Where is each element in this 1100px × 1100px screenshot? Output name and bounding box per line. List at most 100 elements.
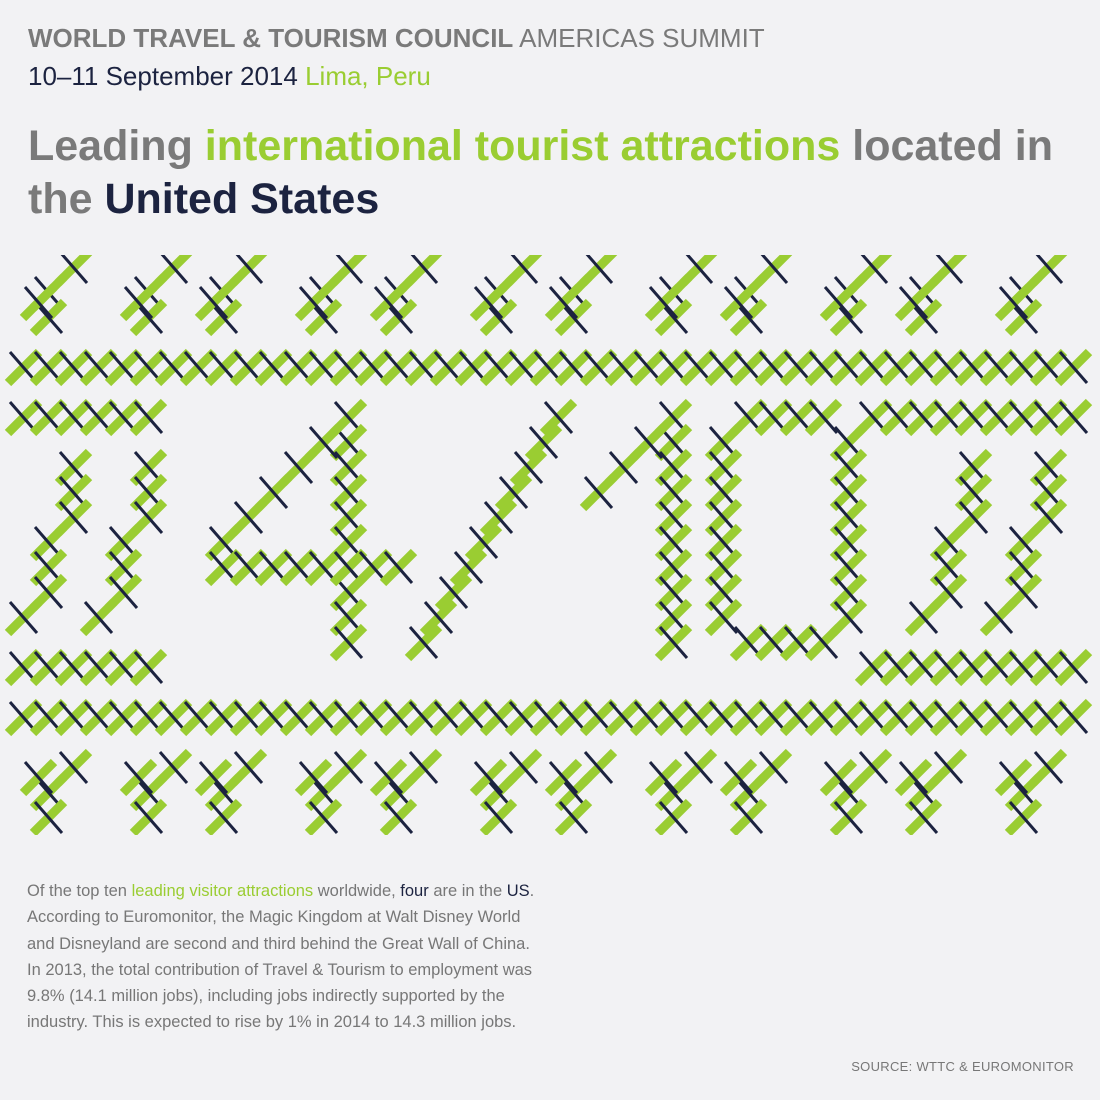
stitch-navy: [408, 751, 439, 784]
body-highlight-us: US: [506, 882, 530, 900]
stitch-navy: [528, 426, 559, 459]
event-date-header: 10–11 September 2014 Lima, Peru: [28, 60, 431, 92]
stitch-navy: [298, 286, 329, 319]
stitch-navy: [858, 751, 889, 784]
event-location: Lima, Peru: [305, 61, 431, 91]
stitch-navy: [733, 801, 764, 834]
stitch-navy: [723, 286, 754, 319]
stitch-navy: [1008, 576, 1039, 609]
stitch-navy: [1033, 751, 1064, 784]
stitch-navy: [60, 255, 89, 284]
stitch-navy: [383, 801, 414, 834]
org-name: WORLD TRAVEL & TOURISM COUNCIL: [28, 23, 514, 53]
stitch-navy: [583, 751, 614, 784]
stitch-navy: [935, 255, 964, 284]
stitch-navy: [408, 626, 439, 659]
stitch-navy: [833, 601, 864, 634]
stitch-navy: [258, 476, 289, 509]
body-t5: are in the: [428, 882, 507, 900]
stitch-navy: [708, 601, 739, 634]
stitch-navy: [483, 801, 514, 834]
stitch-navy: [1035, 255, 1064, 284]
stitch-navy: [648, 761, 679, 794]
stitch-navy: [335, 255, 364, 284]
body-t1: Of the top ten: [27, 882, 132, 900]
stitch-navy: [543, 401, 574, 434]
stitch-navy: [808, 401, 839, 434]
stitch-navy: [233, 501, 264, 534]
stitch-navy: [1058, 651, 1089, 684]
stitch-navy: [585, 255, 614, 284]
stitch-navy: [123, 761, 154, 794]
body-paragraph: Of the top ten leading visitor attractio…: [27, 878, 547, 1036]
stitch-navy: [998, 761, 1029, 794]
event-org-header: WORLD TRAVEL & TOURISM COUNCIL AMERICAS …: [28, 22, 765, 54]
stitch-navy: [658, 626, 689, 659]
stitch-navy: [208, 801, 239, 834]
stitch-navy: [423, 601, 454, 634]
stitch-navy: [510, 255, 539, 284]
body-highlight-four: four: [400, 882, 429, 900]
stitch-navy: [308, 426, 339, 459]
cross-stitch-fraction-graphic: 4/10: [4, 255, 1093, 835]
stitch-navy: [958, 501, 989, 534]
page-title: Leading international tourist attraction…: [28, 120, 1088, 226]
stitch-navy: [683, 751, 714, 784]
stitch-navy: [83, 601, 114, 634]
stitch-navy: [133, 501, 164, 534]
stitch-navy: [23, 761, 54, 794]
stitch-navy: [823, 761, 854, 794]
stitch-navy: [108, 576, 139, 609]
stitch-navy: [133, 801, 164, 834]
stitch-navy: [723, 761, 754, 794]
stitch-navy: [548, 286, 579, 319]
stitch-navy: [123, 286, 154, 319]
body-t3: worldwide,: [313, 882, 401, 900]
stitch-navy: [933, 751, 964, 784]
stitch-navy: [410, 255, 439, 284]
stitch-navy: [233, 751, 264, 784]
title-highlight: international tourist attractions: [204, 122, 841, 170]
stitch-navy: [608, 451, 639, 484]
stitch-navy: [23, 286, 54, 319]
stitch-navy: [383, 551, 414, 584]
stitch-navy: [860, 255, 889, 284]
title-part-1: Leading: [28, 122, 205, 170]
stitch-navy: [158, 751, 189, 784]
stitch-navy: [58, 501, 89, 534]
stitch-navy: [633, 426, 664, 459]
stitch-navy: [658, 801, 689, 834]
event-dates: 10–11 September 2014: [28, 61, 298, 91]
stitch-navy: [498, 476, 529, 509]
stitch-navy: [373, 286, 404, 319]
stitch-navy: [758, 751, 789, 784]
stitch-navy: [823, 286, 854, 319]
stitch-navy: [983, 601, 1014, 634]
body-t7: . According to Euromonitor, the Magic Ki…: [27, 882, 535, 1032]
event-name: AMERICAS SUMMIT: [519, 23, 765, 53]
stitch-navy: [198, 761, 229, 794]
stitch-navy: [1008, 801, 1039, 834]
stitch-navy: [898, 761, 929, 794]
stitch-navy: [908, 601, 939, 634]
title-country: United States: [104, 175, 380, 223]
title-part-3: located in the: [28, 122, 1053, 223]
stitch-navy: [483, 501, 514, 534]
stitch-navy: [468, 526, 499, 559]
stitch-navy: [235, 255, 264, 284]
stitch-navy: [1058, 401, 1089, 434]
stitch-navy: [133, 401, 164, 434]
stitch-navy: [1058, 351, 1089, 384]
stitch-navy: [33, 576, 64, 609]
stitch-navy: [333, 751, 364, 784]
source-note: SOURCE: WTTC & EUROMONITOR: [851, 1059, 1074, 1074]
stitch-navy: [133, 651, 164, 684]
stitch-navy: [1033, 501, 1064, 534]
stitch-navy: [685, 255, 714, 284]
stitch-navy: [898, 286, 929, 319]
stitch-navy: [833, 801, 864, 834]
stitch-navy: [548, 761, 579, 794]
stitch-navy: [373, 761, 404, 794]
stitch-navy: [473, 761, 504, 794]
stitch-navy: [508, 751, 539, 784]
